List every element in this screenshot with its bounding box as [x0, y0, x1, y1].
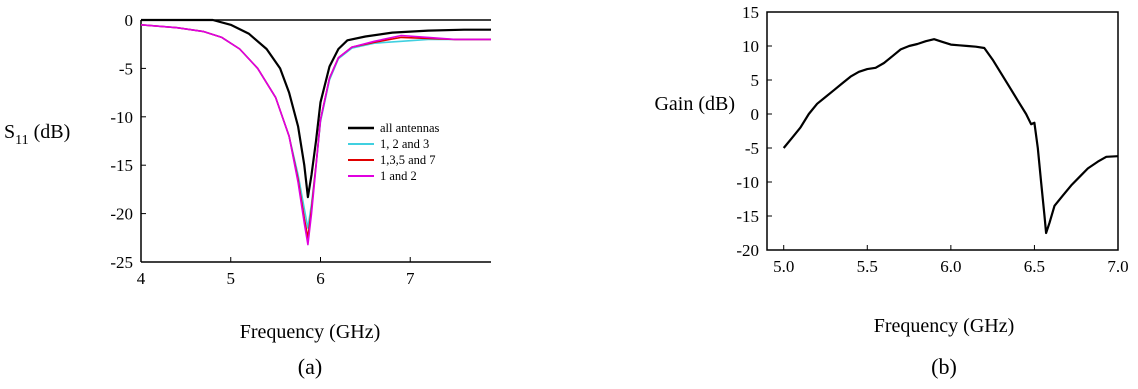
panel-b-gain-chart: 15 10 5 0 -5 -10 -15 -20 5.0 5.5 6.0 6.5 7.0 Frequen… [654, 3, 1128, 379]
panel-a-ylabel-sub: 11 [15, 133, 28, 148]
y-tick-label: -20 [110, 205, 133, 224]
y-tick-label: -10 [110, 108, 133, 127]
x-tick-label: 7 [406, 269, 415, 288]
y-tick-label: -15 [110, 156, 133, 175]
x-tick-label: 6.5 [1024, 257, 1045, 276]
x-tick-label: 5 [226, 269, 235, 288]
legend-label-1-3-5-and-7: 1,3,5 and 7 [380, 153, 436, 167]
x-tick-label: 6.0 [940, 257, 961, 276]
panel-b-y-axis-title: Gain (dB) [654, 93, 735, 115]
y-tick-label: -5 [119, 59, 133, 78]
y-tick-label: -10 [736, 173, 759, 192]
y-tick-label: 10 [742, 37, 759, 56]
plot-frame [767, 12, 1118, 250]
y-tick-label: -15 [736, 207, 759, 226]
panel-a-plot-area: 0 -5 -10 -15 -20 -254 5 6 7 all antennas 1, 2 and … [110, 11, 491, 288]
y-tick-label: 0 [751, 105, 760, 124]
panel-a-label: (a) [298, 354, 322, 379]
x-tick-label: 5.0 [773, 257, 794, 276]
y-tick-label: -20 [736, 241, 759, 260]
panel-a-ylabel-rest: (dB) [29, 121, 71, 143]
x-tick-label: 4 [137, 269, 146, 288]
y-tick-label: -5 [745, 139, 759, 158]
panel-a-ylabel-main: S [4, 121, 15, 143]
y-tick-label: -25 [110, 253, 133, 272]
series-line-gain [784, 39, 1118, 233]
panel-b-label: (b) [931, 354, 957, 379]
legend-label-1-2-and-3: 1, 2 and 3 [380, 137, 429, 151]
x-tick-label: 7.0 [1107, 257, 1128, 276]
x-tick-label: 5.5 [857, 257, 878, 276]
panel-a-x-axis-title: Frequency (GHz) [240, 321, 381, 343]
y-tick-label: 15 [742, 3, 759, 22]
panel-b-plot-area: 15 10 5 0 -5 -10 -15 -20 5.0 5.5 6.0 6.5 7.0 [736, 3, 1128, 276]
panel-a-y-axis-title: S11 (dB) [4, 121, 70, 148]
y-tick-label: 5 [751, 71, 760, 90]
y-tick-label: 0 [125, 11, 134, 30]
legend-label-1-and-2: 1 and 2 [380, 169, 417, 183]
legend-label-all-antennas: all antennas [380, 121, 439, 135]
panel-b-x-axis-title: Frequency (GHz) [874, 315, 1015, 337]
x-tick-label: 6 [316, 269, 325, 288]
panel-a-s11-chart: 0 -5 -10 -15 -20 -254 5 6 7 all antennas 1, 2 and … [4, 11, 491, 379]
